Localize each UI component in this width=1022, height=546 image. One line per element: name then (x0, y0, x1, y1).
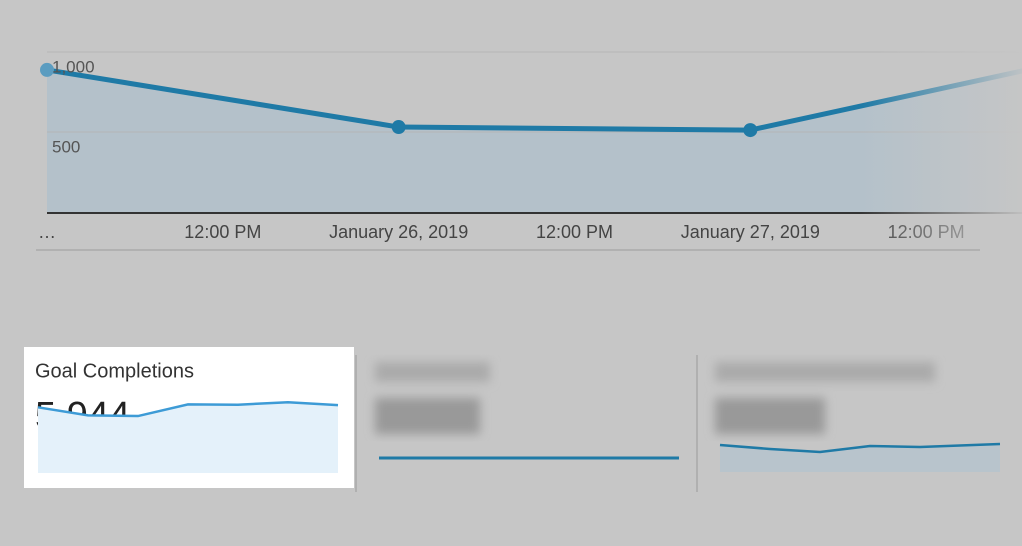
x-tick-label: … (38, 222, 56, 242)
area (47, 69, 1022, 212)
sparkline (37, 400, 339, 418)
y-tick-label: 500 (52, 137, 80, 156)
blurred-cards (375, 362, 935, 434)
y-tick-label: 1,000 (52, 57, 95, 76)
x-tick-label: January 26, 2019 (329, 222, 468, 242)
x-tick-label: January 27, 2019 (681, 222, 820, 242)
x-tick-label: 12:00 PM (536, 222, 613, 242)
point (743, 123, 758, 138)
point (391, 120, 406, 135)
blurred-sparkline (719, 442, 1001, 454)
point (40, 62, 54, 77)
card-title: Goal Completions (35, 360, 194, 382)
sparkline-area (38, 402, 338, 473)
x-tick-label: 12:00 PM (184, 222, 261, 242)
fade (860, 40, 1022, 250)
